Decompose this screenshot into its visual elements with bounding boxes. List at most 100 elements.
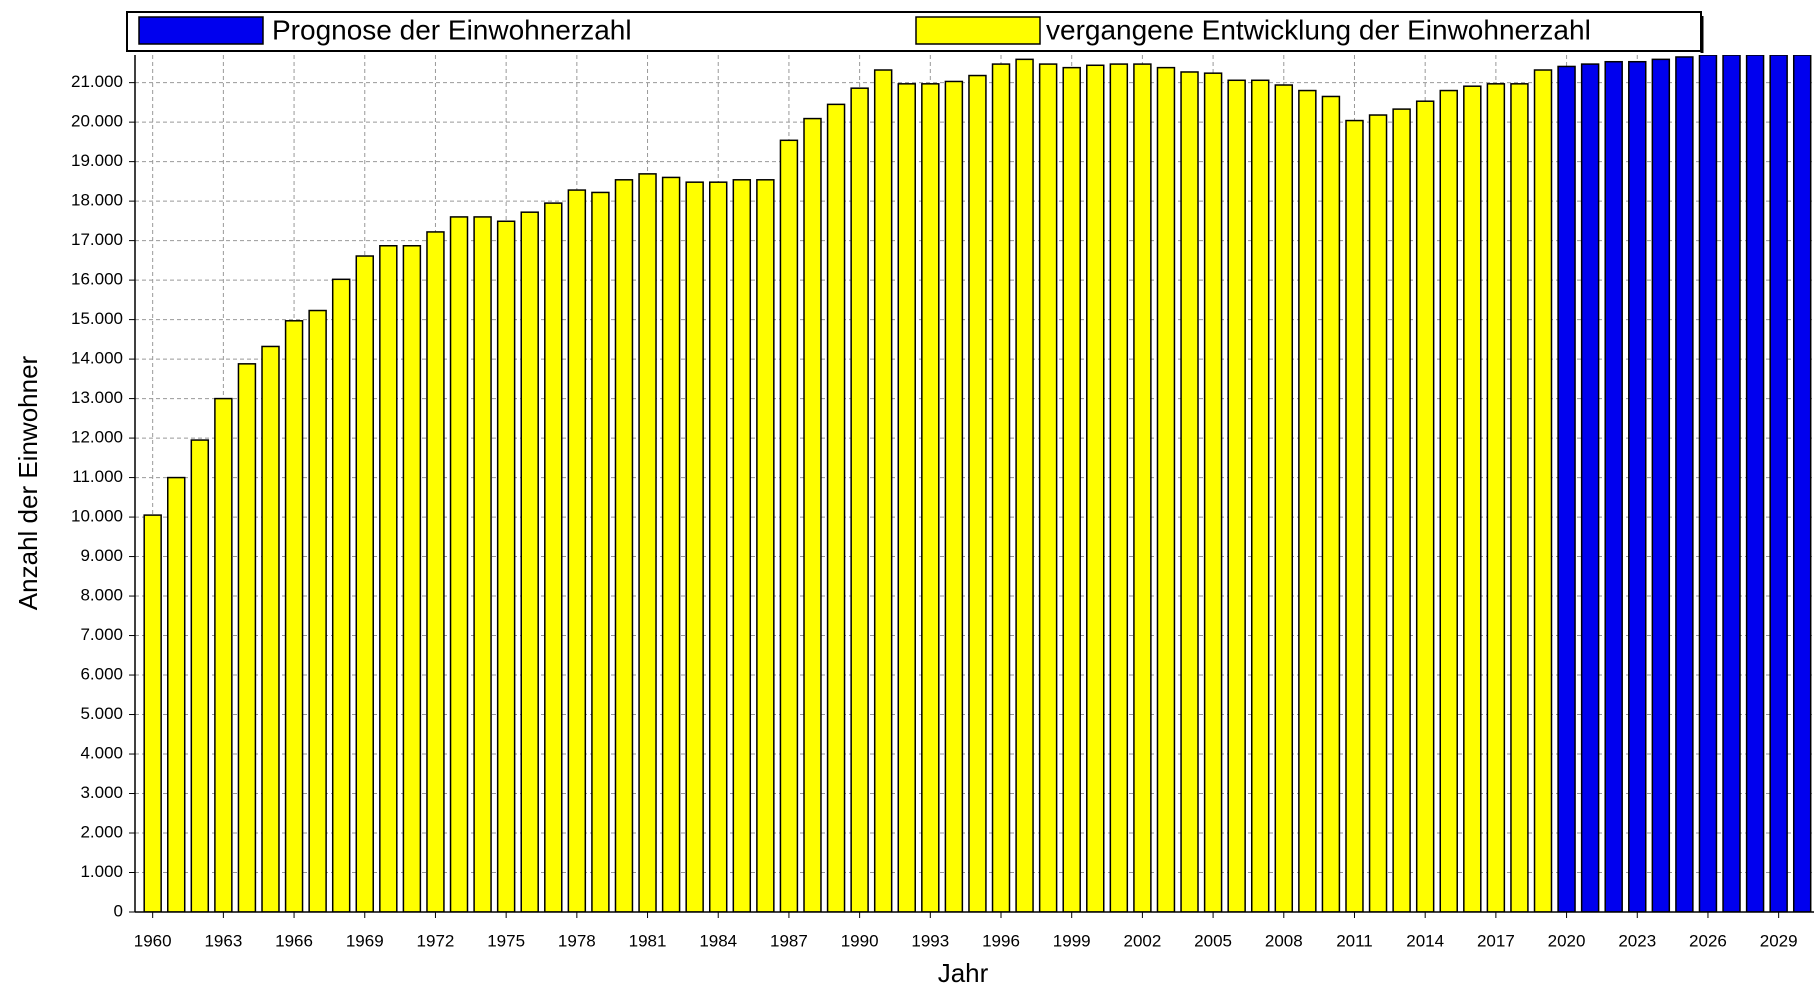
x-tick-label: 2029	[1760, 931, 1798, 950]
y-tick-label: 21.000	[71, 72, 123, 91]
bar	[944, 80, 964, 912]
bar	[473, 216, 492, 912]
y-tick-label: 9.000	[80, 546, 123, 565]
x-tick-label: 2014	[1406, 931, 1444, 950]
x-tick-label: 2017	[1477, 931, 1515, 950]
x-tick-label: 1981	[629, 931, 667, 950]
bar	[1062, 66, 1081, 912]
x-tick-label: 1972	[417, 931, 455, 950]
bar	[708, 181, 728, 912]
legend-label: vergangene Entwicklung der Einwohnerzahl	[1046, 14, 1591, 45]
bar	[1533, 69, 1553, 912]
bar	[850, 87, 869, 912]
bar	[426, 231, 445, 912]
x-tick-label: 1987	[770, 931, 808, 950]
y-tick-label: 17.000	[71, 230, 123, 249]
y-tick-label: 4.000	[80, 744, 123, 763]
bar	[1345, 119, 1364, 912]
bar	[143, 514, 162, 912]
bar	[1439, 89, 1458, 912]
x-tick-label: 1990	[841, 931, 879, 950]
bar	[449, 216, 469, 912]
x-tick-label: 2005	[1194, 931, 1232, 950]
y-tick-label: 16.000	[71, 270, 123, 289]
y-tick-label: 10.000	[71, 507, 123, 526]
bar	[1250, 79, 1270, 912]
bar	[1392, 108, 1411, 912]
bar	[1698, 55, 1718, 912]
bar	[1321, 95, 1341, 912]
bar	[1510, 83, 1529, 912]
bar	[1604, 60, 1623, 912]
bar	[1415, 100, 1435, 912]
bar	[308, 309, 327, 912]
bar	[1086, 64, 1105, 912]
bar	[1580, 63, 1600, 912]
bar	[1557, 65, 1576, 912]
bar	[284, 320, 304, 912]
legend-swatch	[138, 16, 264, 45]
bar	[214, 397, 233, 912]
y-tick-label: 20.000	[71, 112, 123, 131]
bar	[779, 139, 799, 912]
bar	[873, 69, 893, 912]
bar	[1156, 66, 1176, 912]
y-tick-label: 13.000	[71, 388, 123, 407]
y-tick-label: 12.000	[71, 428, 123, 447]
y-axis-title: Anzahl der Einwohner	[13, 355, 43, 610]
bar	[1109, 63, 1129, 912]
y-tick-label: 7.000	[80, 625, 123, 644]
y-tick-label: 8.000	[80, 586, 123, 605]
bar	[921, 83, 940, 912]
y-tick-label: 0	[114, 901, 123, 920]
x-tick-label: 2026	[1689, 931, 1727, 950]
bar	[1133, 63, 1152, 912]
y-tick-label: 3.000	[80, 783, 123, 802]
x-tick-label: 1975	[487, 931, 525, 950]
y-tick-label: 19.000	[71, 151, 123, 170]
bar	[1015, 58, 1034, 912]
bar	[1274, 84, 1294, 912]
x-tick-label: 1960	[134, 931, 172, 950]
bar	[897, 83, 916, 912]
bar	[638, 173, 657, 912]
bar	[1792, 55, 1812, 912]
x-tick-label: 2011	[1336, 931, 1373, 950]
x-tick-label: 1996	[982, 931, 1020, 950]
x-tick-label: 1999	[1053, 931, 1091, 950]
x-tick-label: 1984	[699, 931, 737, 950]
bar	[756, 179, 775, 912]
bar	[661, 176, 681, 912]
bar	[685, 181, 704, 912]
bar	[1368, 114, 1388, 912]
bar	[190, 439, 210, 912]
bar	[803, 117, 822, 912]
x-tick-label: 1993	[911, 931, 949, 950]
bar	[1769, 55, 1788, 912]
bar	[1203, 72, 1223, 912]
bar	[331, 278, 351, 912]
x-tick-label: 2008	[1265, 931, 1303, 950]
y-tick-label: 6.000	[80, 665, 123, 684]
bar	[591, 191, 610, 912]
bar	[261, 345, 280, 912]
bar	[567, 189, 587, 912]
y-tick-label: 1.000	[80, 862, 123, 881]
bar	[732, 179, 752, 912]
bar	[614, 179, 634, 912]
bar	[1486, 83, 1506, 912]
bar	[1463, 85, 1482, 912]
bar	[1038, 63, 1058, 912]
x-tick-label: 1966	[275, 931, 313, 950]
x-tick-label: 2002	[1123, 931, 1161, 950]
legend-swatch	[915, 16, 1041, 45]
x-axis-title: Jahr	[938, 958, 989, 988]
legend-box	[126, 11, 1702, 52]
y-tick-label: 14.000	[71, 349, 123, 368]
bar	[520, 211, 539, 912]
bar	[1298, 89, 1317, 912]
bar	[1675, 56, 1694, 912]
y-tick-label: 15.000	[71, 309, 123, 328]
y-tick-label: 2.000	[80, 822, 123, 841]
